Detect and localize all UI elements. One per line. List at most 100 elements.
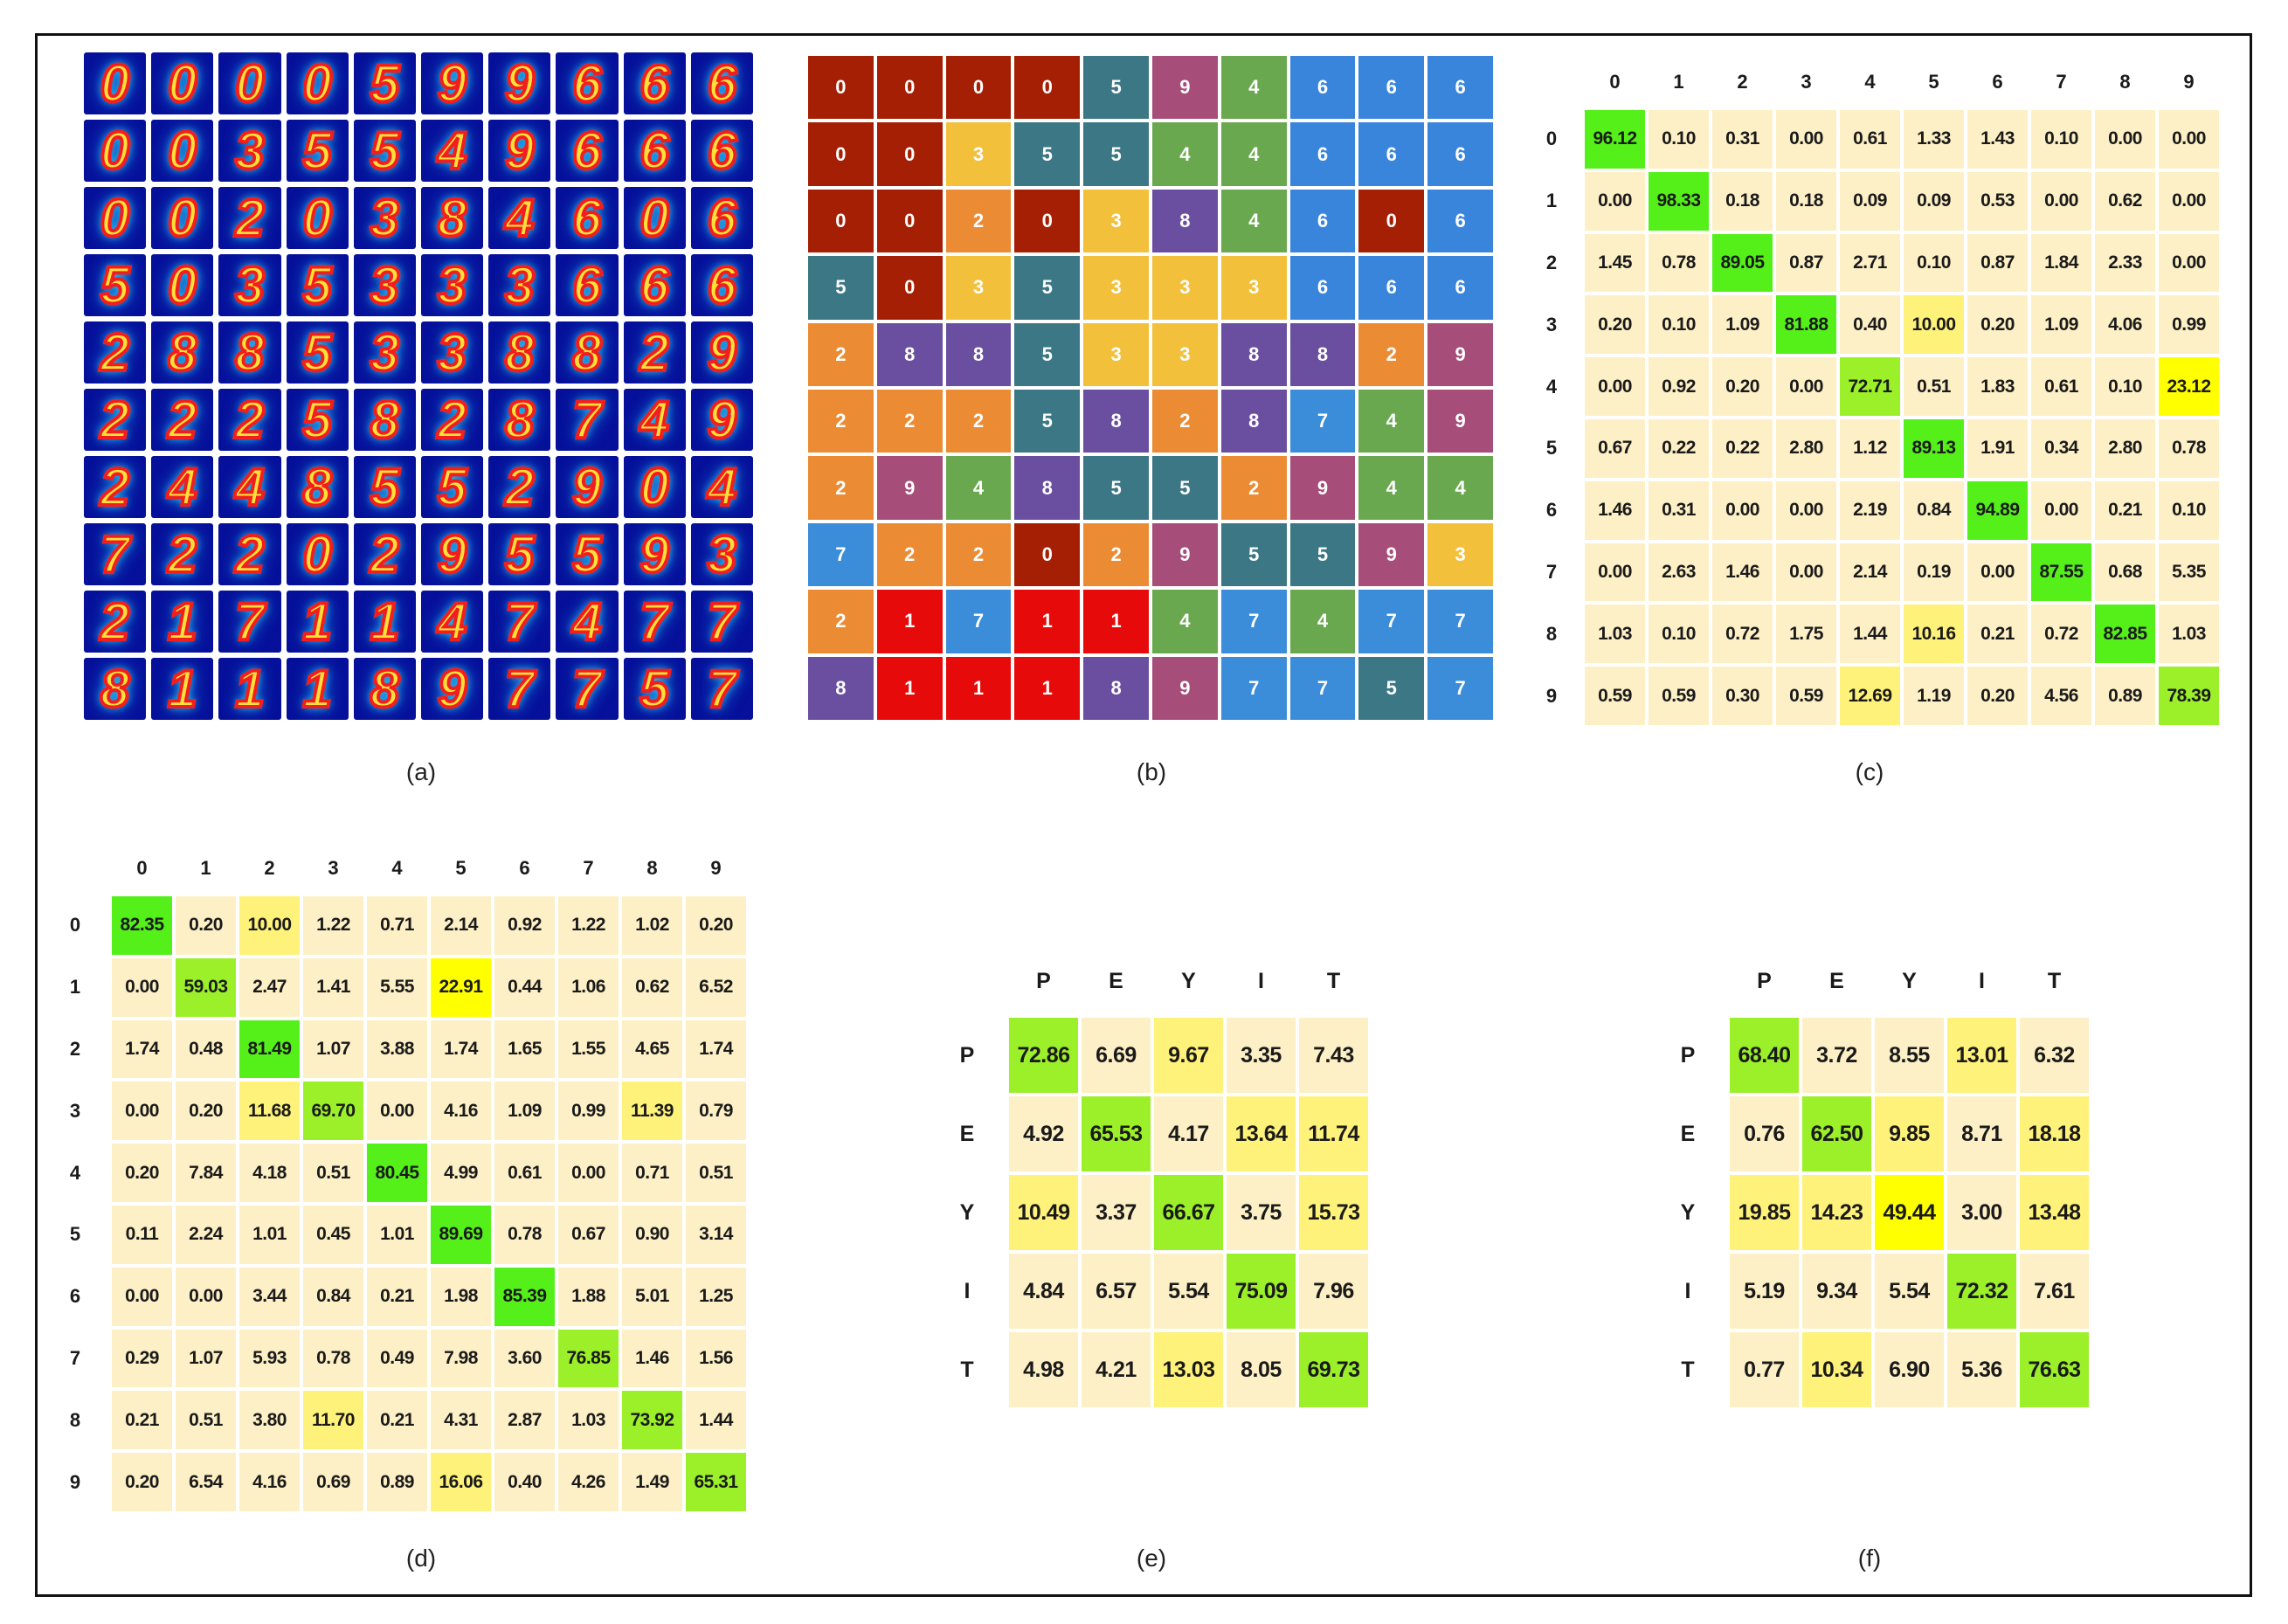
- cluster-cell: 8: [1220, 390, 1287, 453]
- digit-sample-cell: 8: [84, 658, 147, 720]
- cluster-cell: 9: [1152, 656, 1218, 720]
- digit-glyph: 9: [706, 390, 738, 449]
- cluster-cell: 3: [1152, 256, 1218, 320]
- col-label: 2: [264, 857, 275, 879]
- confusion-cell: 0.78: [303, 1329, 363, 1388]
- caption-c: (c): [1855, 758, 1884, 785]
- confusion-cell: 0.00: [367, 1082, 427, 1141]
- confusion-cell: 11.68: [239, 1082, 300, 1141]
- digit-glyph: 3: [706, 524, 738, 584]
- confusion-cell: 0.68: [2095, 542, 2155, 602]
- row-label: P: [1680, 1042, 1696, 1068]
- confusion-cell: 0.84: [1904, 480, 1964, 540]
- cluster-cell: 0: [876, 56, 943, 120]
- cluster-cell: 4: [1427, 456, 1493, 520]
- digit-glyph: 6: [570, 121, 603, 180]
- digit-glyph: 6: [570, 255, 603, 314]
- digit-glyph: 5: [301, 322, 333, 382]
- cluster-cell: 1: [1014, 590, 1081, 653]
- confusion-cell: 82.85: [2095, 605, 2155, 664]
- confusion-cell: 1.25: [686, 1267, 746, 1326]
- col-label: P: [1757, 968, 1772, 993]
- confusion-cell: 1.19: [1904, 667, 1964, 725]
- digit-glyph: 2: [233, 390, 266, 449]
- confusion-cell: 13.01: [1947, 1018, 2016, 1093]
- confusion-cell: 0.00: [2159, 110, 2219, 169]
- digit-glyph: 6: [706, 188, 738, 247]
- digit-sample-cell: 3: [421, 254, 484, 316]
- digit-sample-cell: 5: [556, 523, 619, 585]
- cluster-cell: 0: [1014, 56, 1081, 120]
- digit-glyph: 5: [436, 457, 468, 516]
- confusion-cell: 0.99: [2159, 295, 2219, 355]
- cluster-cell: 2: [1083, 522, 1149, 587]
- digit-sample-cell: 5: [488, 523, 551, 585]
- cluster-cell: 3: [1083, 189, 1149, 253]
- confusion-cell: 0.00: [176, 1267, 236, 1326]
- confusion-cell: 8.55: [1875, 1018, 1944, 1093]
- confusion-cell: 1.09: [1712, 295, 1773, 355]
- cluster-cell: 6: [1289, 56, 1356, 120]
- digit-glyph: 9: [436, 524, 468, 584]
- confusion-cell: 1.74: [686, 1019, 746, 1079]
- digit-glyph: 5: [301, 255, 333, 314]
- confusion-cell: 11.70: [303, 1391, 363, 1450]
- digit-sample-cell: 3: [353, 187, 416, 249]
- confusion-cell: 4.98: [1009, 1332, 1078, 1407]
- digit-sample-cell: 2: [218, 187, 281, 249]
- confusion-cell: 0.00: [2095, 110, 2155, 169]
- confusion-cell: 94.89: [1967, 480, 2028, 540]
- cluster-cell: 2: [808, 322, 874, 386]
- confusion-cell: 3.75: [1227, 1175, 1296, 1250]
- confusion-cell: 16.06: [431, 1453, 491, 1511]
- digit-sample-cell: 9: [421, 523, 484, 585]
- digit-sample-cell: 3: [421, 321, 484, 384]
- col-label: T: [1326, 968, 1341, 993]
- digit-glyph: 0: [301, 53, 333, 113]
- confusion-cell: 10.49: [1009, 1175, 1078, 1250]
- confusion-cell: 3.14: [686, 1206, 746, 1264]
- confusion-cell: 0.00: [112, 1267, 172, 1326]
- digit-sample-cell: 4: [488, 187, 551, 249]
- confusion-cell: 0.62: [2095, 171, 2155, 231]
- confusion-cell: 13.03: [1154, 1332, 1223, 1407]
- digit-glyph: 9: [503, 121, 536, 180]
- digit-glyph: 3: [369, 322, 401, 382]
- confusion-cell: 0.48: [176, 1019, 236, 1079]
- confusion-cell: 0.59: [1776, 667, 1836, 725]
- digit-glyph: 2: [166, 390, 198, 449]
- digit-sample-cell: 1: [353, 591, 416, 653]
- digit-glyph: 2: [233, 188, 266, 247]
- panel-e-confusion-matrix: P E Y I T P E Y I T 72.86 6.69 9.67 3.35 7.43 4.92 65.53…: [952, 948, 1389, 1420]
- cluster-cell: 3: [1083, 322, 1149, 386]
- confusion-cell: 1.83: [1967, 357, 2028, 416]
- row-label: I: [1684, 1278, 1691, 1303]
- confusion-cell: 4.56: [2031, 667, 2091, 725]
- confusion-cell: 6.32: [2020, 1018, 2089, 1093]
- digit-glyph: 4: [436, 591, 468, 651]
- digit-glyph: 7: [570, 659, 603, 718]
- digit-sample-cell: 5: [84, 254, 147, 316]
- digit-glyph: 5: [301, 390, 333, 449]
- col-label: E: [1109, 968, 1123, 993]
- cluster-cell: 7: [1220, 656, 1287, 720]
- confusion-cell: 0.99: [558, 1082, 619, 1141]
- confusion-cell: 7.96: [1299, 1254, 1368, 1329]
- digit-glyph: 0: [638, 457, 670, 516]
- digit-sample-cell: 0: [286, 52, 349, 114]
- digit-sample-cell: 1: [151, 658, 214, 720]
- confusion-cell: 10.00: [1904, 295, 1964, 355]
- confusion-cell: 0.10: [1649, 295, 1709, 355]
- row-label: E: [1680, 1121, 1696, 1146]
- confusion-cell: 7.84: [176, 1144, 236, 1202]
- confusion-cell: 4.06: [2095, 295, 2155, 355]
- row-label: 0: [1545, 128, 1558, 150]
- row-label: E: [959, 1121, 975, 1146]
- caption-a: (a): [405, 758, 437, 785]
- digit-glyph: 0: [301, 188, 333, 247]
- confusion-cell: 9.34: [1802, 1254, 1871, 1329]
- digit-glyph: 7: [503, 591, 536, 651]
- digit-sample-cell: 0: [623, 456, 686, 518]
- confusion-cell: 0.87: [1967, 233, 2028, 293]
- confusion-cell: 0.21: [2095, 480, 2155, 540]
